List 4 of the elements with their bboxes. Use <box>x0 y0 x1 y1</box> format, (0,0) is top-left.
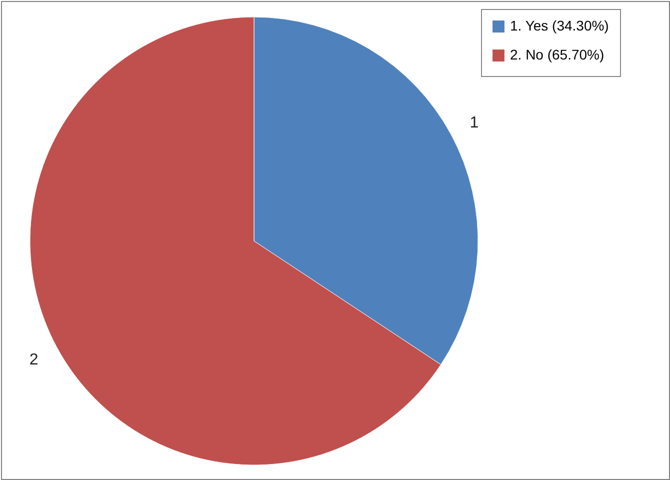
legend-label: 2. No (65.70%) <box>510 46 604 62</box>
text: 1 <box>470 114 479 132</box>
legend-label: 1. Yes (34.30%) <box>510 18 609 34</box>
text: 2 <box>29 351 38 368</box>
